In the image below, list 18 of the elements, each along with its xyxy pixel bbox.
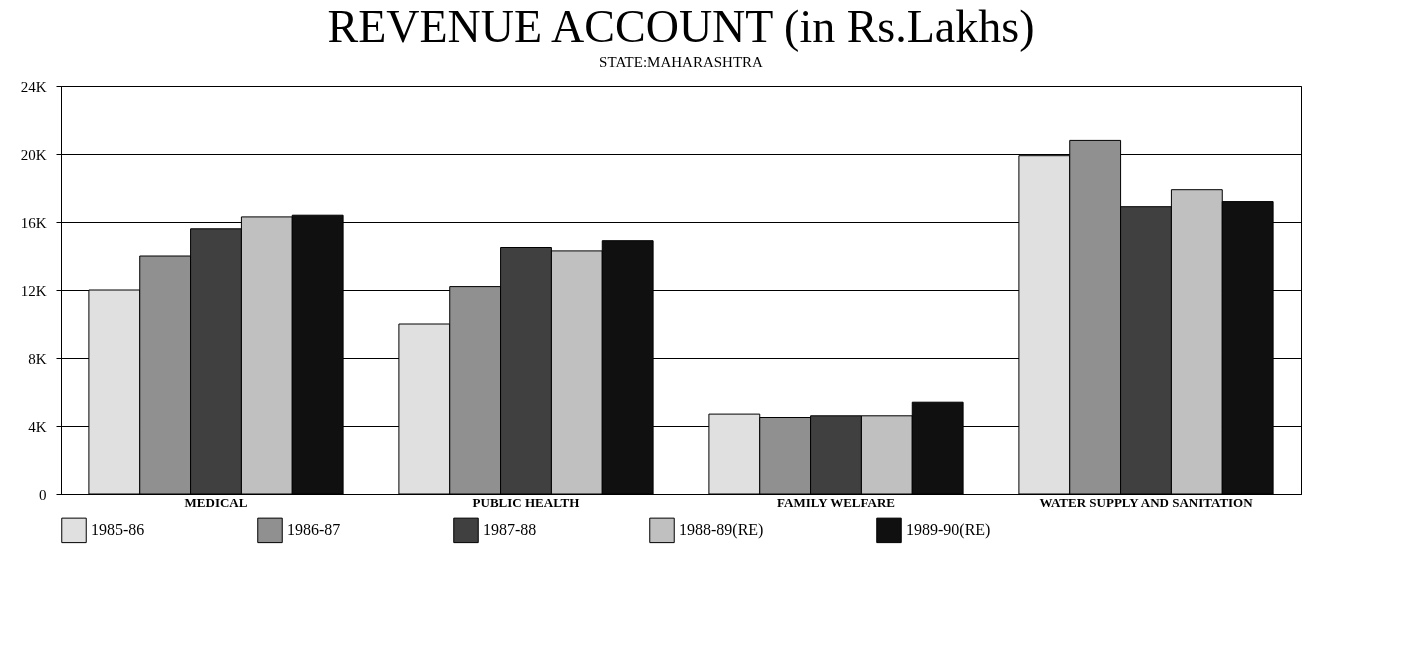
y-tick-label: 16K [20,214,47,231]
y-tick-label: 0 [39,486,47,503]
x-tick-label: PUBLIC HEALTH [472,494,580,510]
chart-subtitle: STATE:MAHARASHTRA [599,54,764,70]
y-tick-label: 20K [20,146,47,163]
legend-label: 1985-86 [91,521,145,539]
chart-title: REVENUE ACCOUNT (in Rs.Lakhs) [327,1,1035,52]
y-tick-label: 24K [20,78,47,95]
x-tick-label: MEDICAL [184,494,248,510]
legend-label: 1986-87 [287,521,341,539]
y-tick-label: 8K [28,350,47,367]
y-tick-label: 4K [28,418,47,435]
legend-label: 1989-90(RE) [906,521,991,540]
x-tick-label: FAMILY WELFARE [777,494,895,510]
x-tick-label: WATER SUPPLY AND SANITATION [1039,494,1254,510]
legend-label: 1988-89(RE) [679,521,764,540]
legend-label: 1987-88 [483,521,537,539]
y-tick-label: 12K [20,282,47,299]
